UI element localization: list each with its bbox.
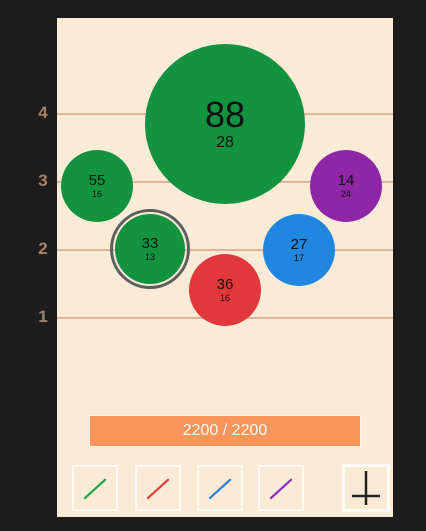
red-line-icon [146,478,170,500]
purple-line-icon [269,478,293,500]
bubble-sub: 17 [293,253,304,263]
game-board[interactable]: 88 28 55 16 14 24 33 13 27 17 36 16 2200… [57,18,393,517]
green-line-icon [83,478,107,500]
blue-line-icon [208,478,232,500]
bubble-value: 36 [216,276,234,293]
bubble-value: 33 [141,235,159,252]
bubble-36[interactable]: 36 16 [189,254,261,326]
bubble-sub: 13 [144,252,155,262]
red-line-tool[interactable] [135,465,181,511]
bubble-33[interactable]: 33 13 [115,214,185,284]
bubble-value: 14 [337,172,355,189]
bubble-88[interactable]: 88 28 [145,44,305,204]
progress-text: 2200 / 2200 [182,422,268,439]
bubble-sub: 24 [340,189,351,199]
row-label-2: 2 [38,239,48,258]
bubble-value: 55 [88,172,106,189]
bubble-55[interactable]: 55 16 [61,150,133,222]
bubble-14[interactable]: 14 24 [310,150,382,222]
bubble-value: 27 [290,236,308,253]
bubble-sub: 16 [91,189,102,199]
bubble-sub: 28 [216,134,234,151]
row-label-1: 1 [38,307,48,326]
green-line-tool[interactable] [72,465,118,511]
bubble-value: 88 [204,94,246,135]
selection-ring [110,209,190,289]
bubble-27[interactable]: 27 17 [263,214,335,286]
purple-line-tool[interactable] [258,465,304,511]
bubble-sub: 16 [219,293,230,303]
row-label-4: 4 [38,103,48,122]
row-label-3: 3 [38,171,48,190]
blue-line-tool[interactable] [197,465,243,511]
plus-icon [352,471,380,505]
grid-line-2 [57,249,393,251]
progress-bar: 2200 / 2200 [89,415,361,447]
add-line-button[interactable] [342,464,390,512]
